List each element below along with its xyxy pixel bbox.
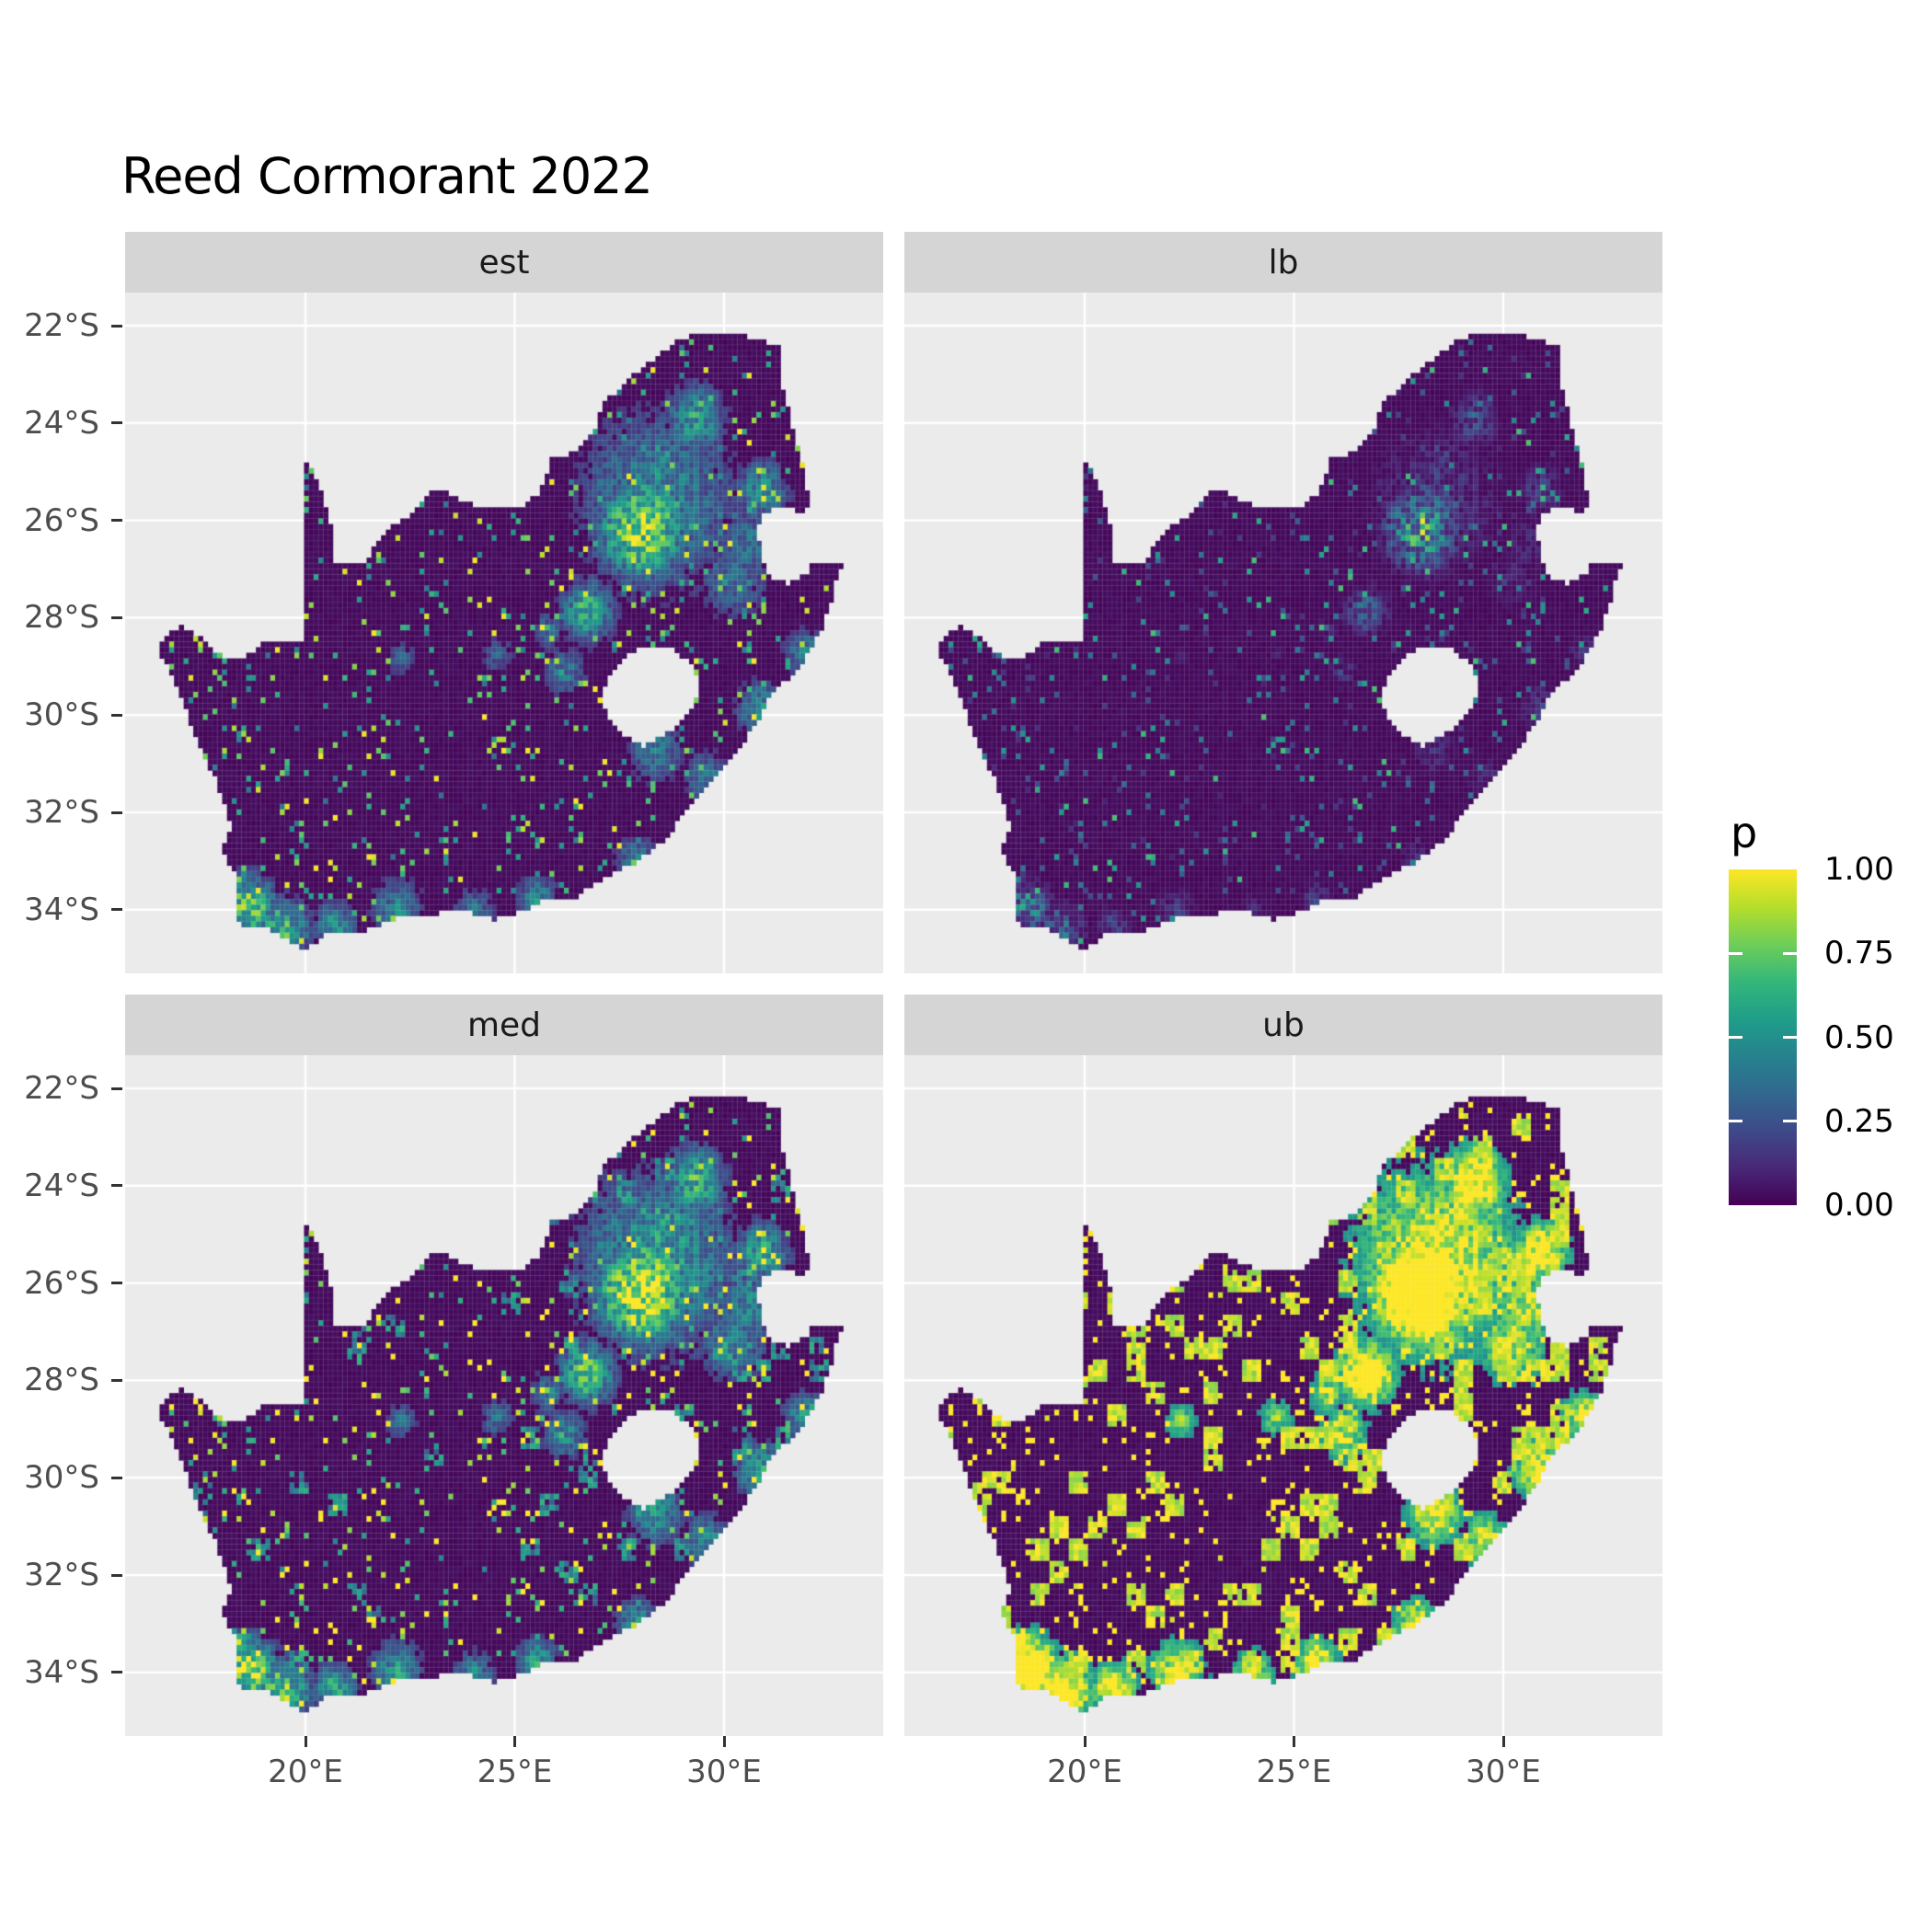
y-axis-tick-mark [111,1184,122,1188]
y-axis-tick-label: 24°S [24,404,99,442]
y-axis-tick-mark [111,519,122,523]
legend-colorbar-tick [1783,1120,1797,1123]
y-axis-tick-mark [111,421,122,425]
y-axis-tick-label: 22°S [24,307,99,344]
y-axis-tick-mark [111,1476,122,1479]
facet-strip-label: ub [1262,1006,1305,1044]
legend-colorbar-tick [1729,1120,1742,1123]
y-axis-tick-mark [111,908,122,912]
y-axis-tick-label: 28°S [24,1362,99,1399]
x-axis-tick-mark [1083,1736,1087,1747]
facet-strip-est: est [125,232,883,293]
legend-tick-label: 1.00 [1824,851,1894,888]
x-axis-tick-label: 30°E [1466,1754,1541,1790]
y-axis-tick-label: 32°S [24,794,99,831]
y-axis-tick-mark [111,1671,122,1674]
legend-tick-label: 0.75 [1824,935,1894,972]
x-axis-tick-label: 25°E [1256,1754,1332,1790]
legend-colorbar-tick [1783,1036,1797,1039]
facet-panel-ub [904,1055,1662,1736]
facet-strip-ub: ub [904,995,1662,1055]
y-axis-tick-label: 26°S [24,1264,99,1302]
x-axis-tick-mark [722,1736,726,1747]
facet-panel-med [125,1055,883,1736]
facet-panel-lb [904,293,1662,973]
x-axis-tick-mark [304,1736,307,1747]
x-axis-tick-label: 30°E [686,1754,762,1790]
y-axis-tick-label: 24°S [24,1167,99,1204]
y-axis-tick-mark [111,811,122,814]
legend-title: p [1731,808,1758,857]
facet-strip-label: est [478,243,530,282]
legend-tick-label: 0.50 [1824,1018,1894,1056]
y-axis-tick-label: 30°S [24,1459,99,1497]
y-axis-tick-mark [111,615,122,619]
facet-panel-est [125,293,883,973]
y-axis-tick-label: 22°S [24,1070,99,1107]
y-axis-tick-label: 28°S [24,599,99,637]
legend-tick-label: 0.00 [1824,1187,1894,1224]
x-axis-tick-mark [513,1736,516,1747]
y-axis-tick-mark [111,1573,122,1577]
y-axis-tick-mark [111,1378,122,1382]
facet-strip-lb: lb [904,232,1662,293]
y-axis-tick-mark [111,713,122,717]
legend-tick-label: 0.25 [1824,1102,1894,1140]
y-axis-tick-mark [111,1282,122,1285]
facet-strip-med: med [125,995,883,1055]
facet-strip-label: med [466,1006,542,1044]
y-axis-tick-label: 26°S [24,501,99,539]
x-axis-tick-label: 20°E [268,1754,343,1790]
y-axis-tick-label: 32°S [24,1557,99,1593]
y-axis-tick-label: 34°S [24,1653,99,1691]
facet-strip-label: lb [1268,243,1299,282]
x-axis-tick-label: 25°E [477,1754,553,1790]
x-axis-tick-mark [1293,1736,1295,1747]
x-axis-tick-mark [1501,1736,1505,1747]
legend-colorbar-tick [1729,951,1742,955]
legend-colorbar-tick [1783,951,1797,955]
y-axis-tick-mark [111,1087,122,1090]
plot-title: Reed Cormorant 2022 [121,147,653,205]
y-axis-tick-mark [111,324,122,328]
legend-colorbar-tick [1729,1036,1742,1039]
y-axis-tick-label: 34°S [24,891,99,928]
x-axis-tick-label: 20°E [1047,1754,1122,1790]
y-axis-tick-label: 30°S [24,696,99,734]
